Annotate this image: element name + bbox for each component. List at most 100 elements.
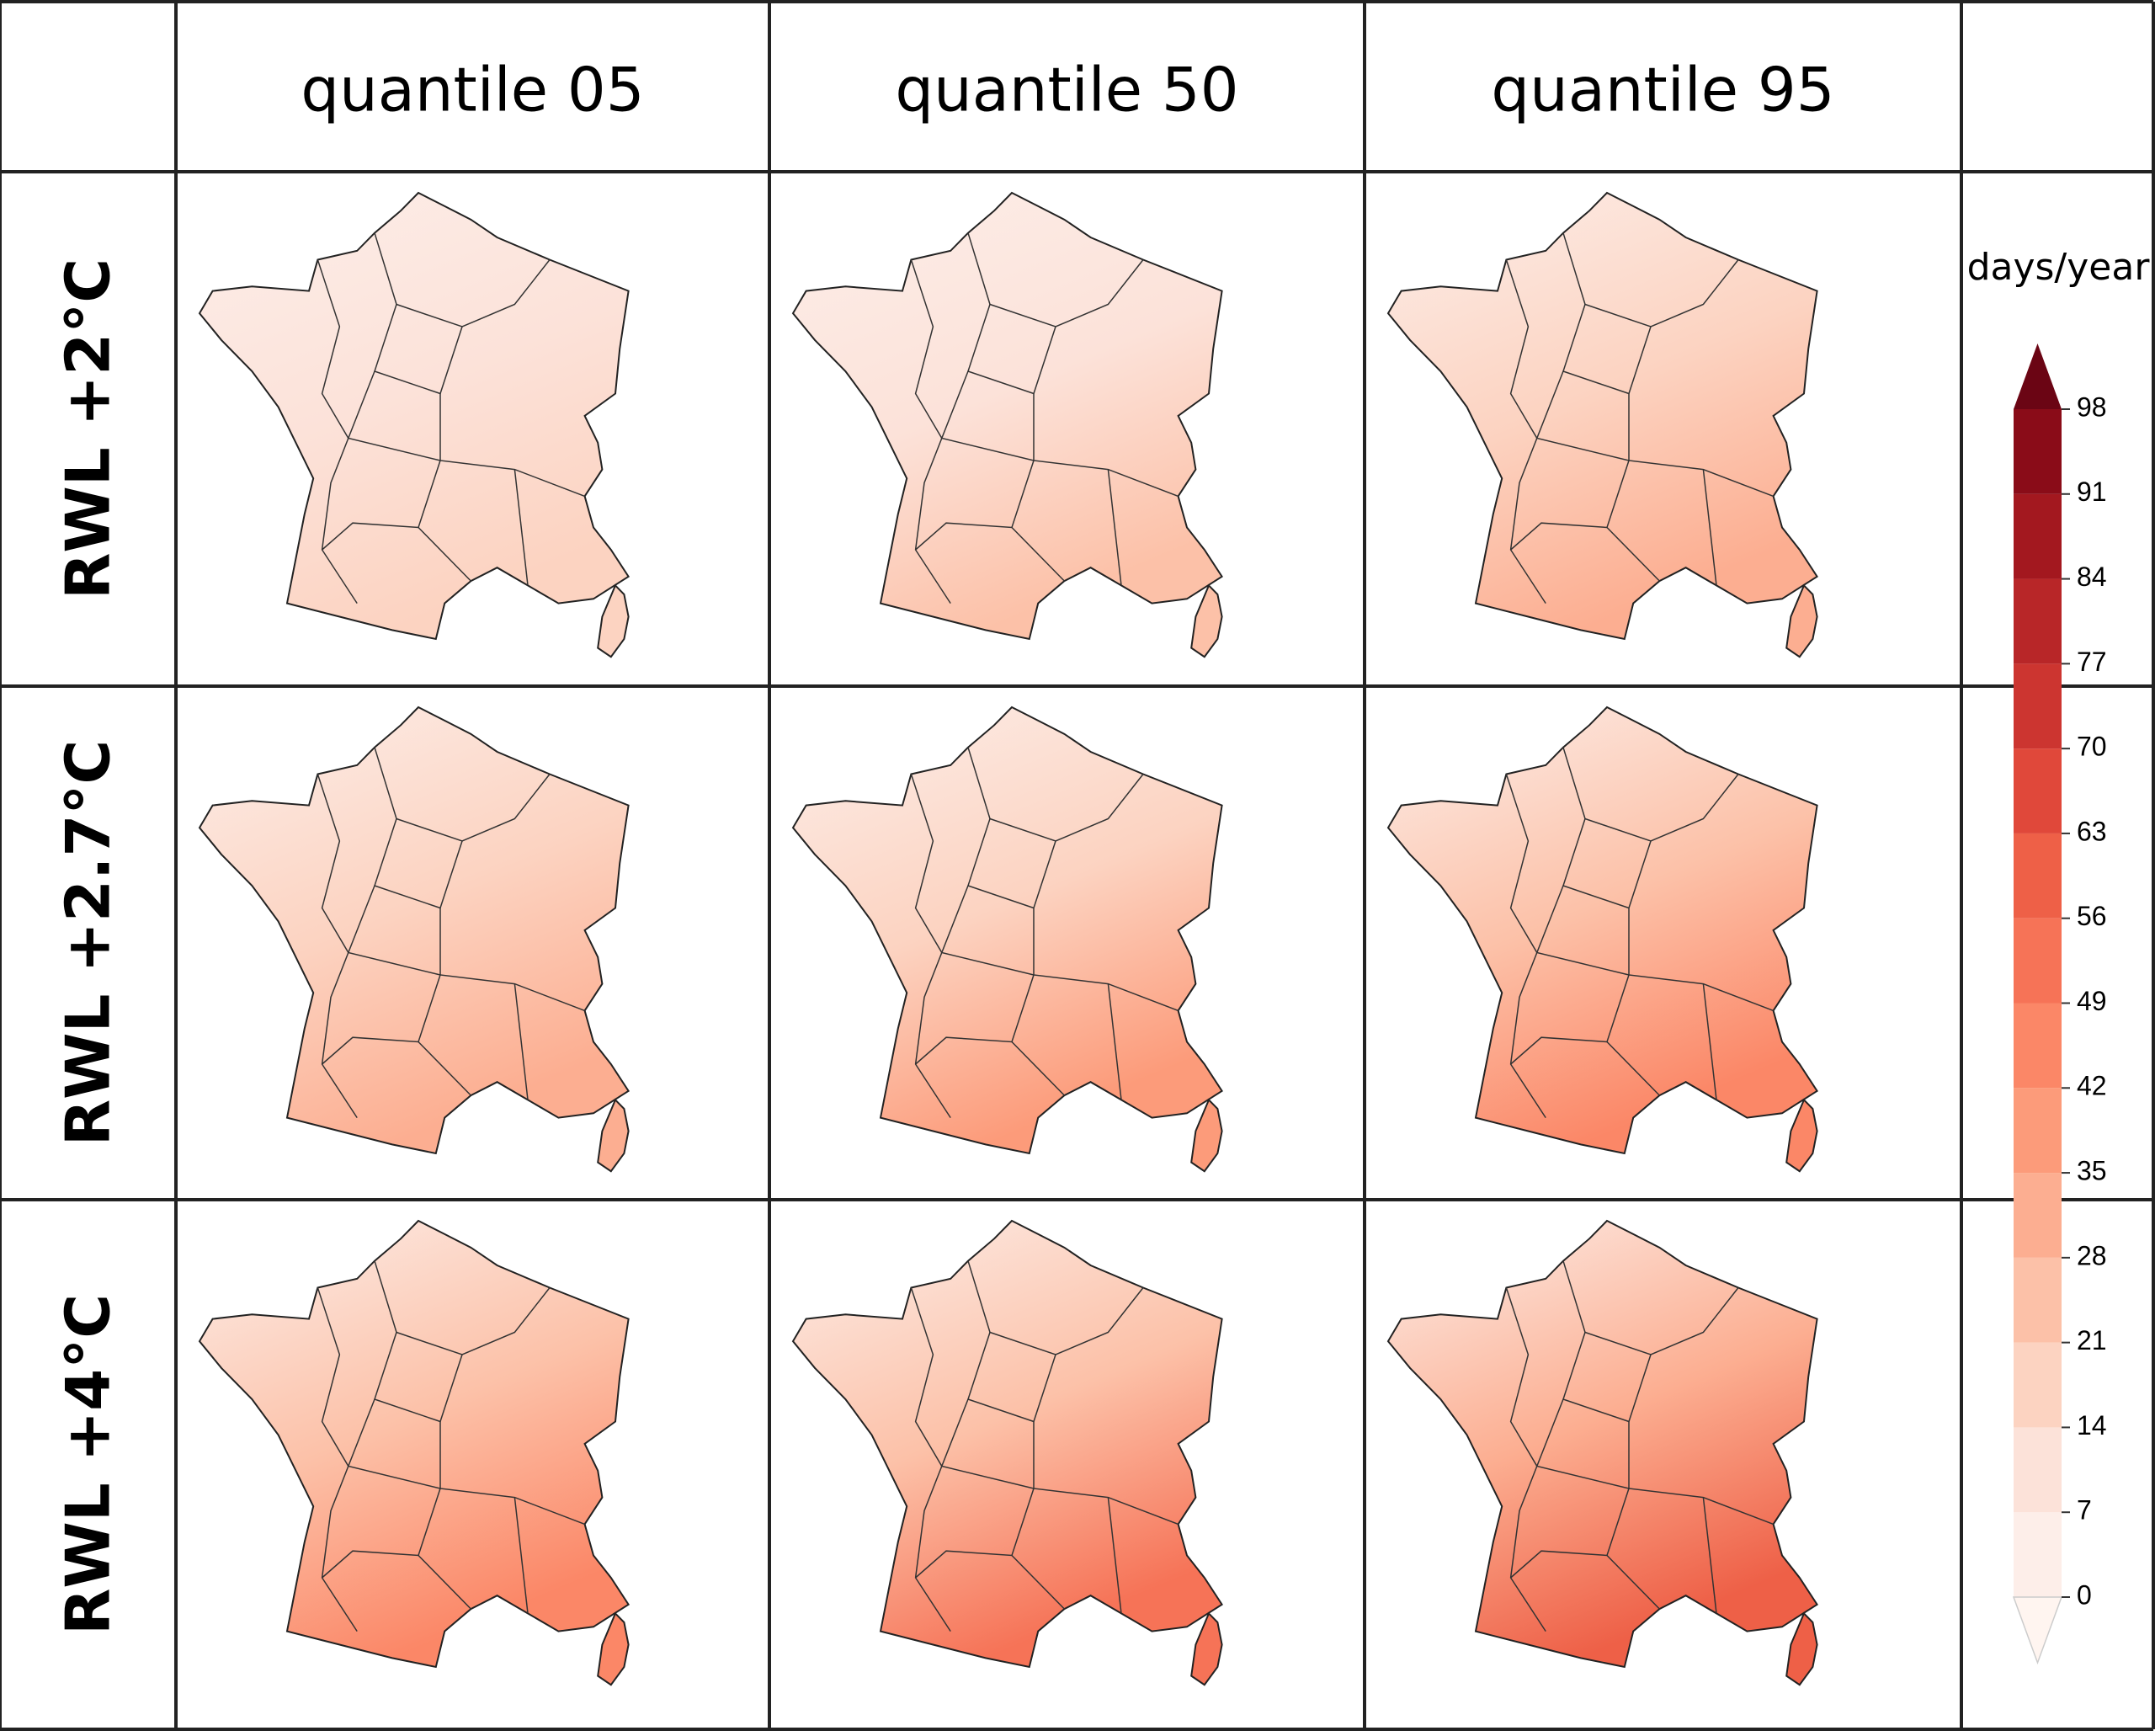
map-region-border [1107, 1497, 1122, 1614]
colorbar-tick-label: 91 [2077, 477, 2107, 507]
row-header: RWL +4°C [53, 1294, 124, 1635]
colorbar-tick-label: 84 [2077, 562, 2107, 592]
map-region-border [513, 469, 529, 586]
map-france [198, 1219, 630, 1669]
colorbar-segment [2014, 1003, 2062, 1089]
map-region-border [1033, 393, 1179, 498]
colorbar-segment [2014, 409, 2062, 494]
map-region-border [940, 370, 1035, 461]
map-region-border [1011, 1041, 1065, 1096]
map-region-border [418, 526, 471, 582]
map-region-border [915, 974, 1035, 1065]
map-corsica [1785, 583, 1818, 658]
colorbar-segment [2014, 1427, 2062, 1513]
map-region-border [967, 1332, 1056, 1423]
map-france [198, 191, 630, 641]
colorbar-tick-label: 63 [2077, 816, 2107, 846]
map-region-border [513, 983, 529, 1100]
colorbar-segment [2014, 1173, 2062, 1258]
map-region-border [439, 393, 585, 498]
colorbar-segment [2014, 1512, 2062, 1597]
colorbar-tick-label: 21 [2077, 1325, 2107, 1355]
colorbar-tick-label: 49 [2077, 986, 2107, 1016]
map-corsica [1785, 1098, 1818, 1173]
map-region-border [1606, 1554, 1660, 1610]
row-header: RWL +2°C [53, 258, 124, 599]
map-region-border [1702, 1497, 1717, 1614]
map-region-border [439, 908, 585, 1012]
map-corsica [597, 583, 630, 658]
map-region-border [1033, 1421, 1179, 1526]
colorbar-segment [2014, 1257, 2062, 1343]
map-region-border [347, 885, 441, 976]
colorbar-segment [2014, 1342, 2062, 1428]
map-region-border [915, 460, 1035, 551]
column-header: quantile 05 [301, 55, 644, 125]
colorbar-segment [2014, 918, 2062, 1004]
map-region-border [1562, 304, 1652, 395]
map-region-border [1107, 469, 1122, 586]
map-corsica [1190, 1611, 1223, 1686]
map-region-border [967, 818, 1056, 909]
map-france [1386, 706, 1818, 1155]
map-corsica [597, 1611, 630, 1686]
row-header: RWL +2.7°C [53, 740, 124, 1147]
map-region-border [418, 1554, 471, 1610]
map-region-border [322, 974, 441, 1065]
map-region-border [1033, 908, 1179, 1012]
map-region-border [1628, 908, 1774, 1012]
map-region-border [1535, 370, 1630, 461]
colorbar-label: days/year [1967, 246, 2151, 289]
colorbar-tick-label: 28 [2077, 1240, 2107, 1270]
map-region-border [1702, 983, 1717, 1100]
column-header: quantile 95 [1491, 55, 1834, 125]
map-region-border [915, 1488, 1035, 1579]
colorbar-over [2014, 343, 2062, 409]
colorbar-under [2012, 1596, 2063, 1665]
colorbar-tick-label: 70 [2077, 732, 2107, 762]
column-header: quantile 50 [895, 55, 1238, 125]
map-region-border [1702, 469, 1717, 586]
colorbar-segment [2014, 493, 2062, 579]
colorbar-tick-label: 7 [2077, 1495, 2092, 1526]
map-region-border [322, 460, 441, 551]
map-france [791, 191, 1223, 641]
map-france [791, 1219, 1223, 1669]
map-region-border [1606, 526, 1660, 582]
map-region-border [1562, 818, 1652, 909]
colorbar-tick-label: 77 [2077, 647, 2107, 677]
map-region-border [374, 1332, 463, 1423]
map-france [198, 706, 630, 1155]
map-region-border [1535, 885, 1630, 976]
map-region-border [1107, 983, 1122, 1100]
map-france [1386, 1219, 1818, 1669]
map-region-border [1562, 1332, 1652, 1423]
colorbar-tick-label: 98 [2077, 391, 2107, 422]
map-region-border [1510, 460, 1630, 551]
colorbar-segment [2014, 833, 2062, 919]
colorbar-tick-label: 56 [2077, 901, 2107, 931]
map-corsica [597, 1098, 630, 1173]
map-france [1386, 191, 1818, 641]
map-region-border [1510, 974, 1630, 1065]
map-region-border [513, 1497, 529, 1614]
colorbar-segment [2014, 748, 2062, 833]
map-corsica [1785, 1611, 1818, 1686]
map-region-border [1011, 526, 1065, 582]
map-region-border [374, 818, 463, 909]
map-region-border [418, 1041, 471, 1096]
map-region-border [1011, 1554, 1065, 1610]
map-region-border [967, 304, 1056, 395]
colorbar-segment [2014, 1088, 2062, 1174]
colorbar-tick-label: 35 [2077, 1156, 2107, 1186]
map-region-border [322, 1488, 441, 1579]
map-region-border [439, 1421, 585, 1526]
colorbar-segment [2014, 663, 2062, 749]
colorbar-segment [2014, 578, 2062, 664]
map-region-border [940, 1398, 1035, 1489]
map-corsica [1190, 583, 1223, 658]
colorbar-tick-label: 0 [2077, 1579, 2092, 1610]
map-region-border [347, 370, 441, 461]
map-region-border [1535, 1398, 1630, 1489]
